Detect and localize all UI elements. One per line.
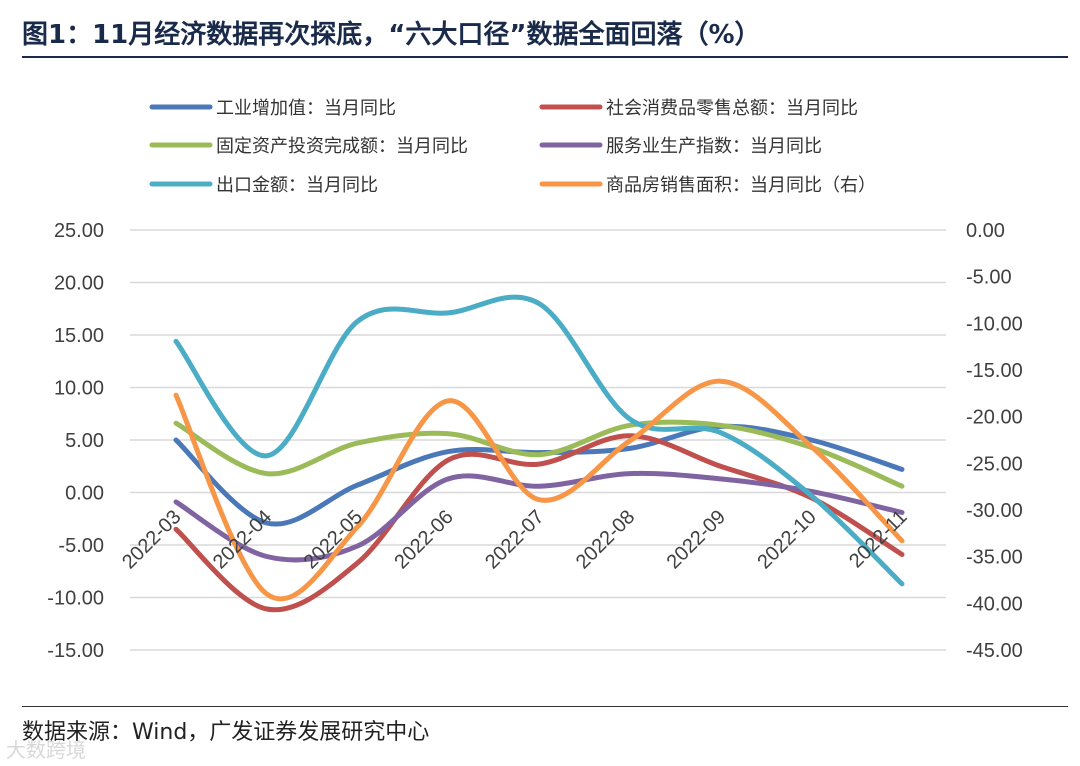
- source-note: 数据来源：Wind，广发证券发展研究中心: [22, 720, 430, 745]
- chart-title: 图1：11月经济数据再次探底，“六大口径”数据全面回落（%）: [22, 20, 761, 50]
- legend-label: 商品房销售面积：当月同比（右）: [606, 175, 876, 196]
- right-y-tick-label: -40.00: [966, 593, 1023, 615]
- watermark: 大数跨境: [6, 738, 86, 762]
- x-axis: 2022-03 2022-04 2022-05 2022-06 2022-07 2022-…: [118, 506, 911, 573]
- legend-label: 工业增加值：当月同比: [216, 98, 396, 119]
- right-y-axis: 0.00 -5.00 -10.00 -15.00 -20.00 -25.00 -30.00 -…: [966, 220, 1023, 662]
- legend-label: 服务业生产指数：当月同比: [606, 136, 822, 157]
- left-y-tick-label: 5.00: [65, 430, 104, 452]
- right-y-tick-label: -5.00: [966, 267, 1012, 289]
- right-y-tick-label: -20.00: [966, 407, 1023, 429]
- legend-item: 出口金额：当月同比: [149, 175, 378, 196]
- series-line-4: [173, 470, 905, 563]
- series-line-5: [173, 294, 905, 587]
- left-y-axis: 25.00 20.00 15.00 10.00 5.00 0.00 -5.00 -10.00 -…: [47, 220, 104, 662]
- right-y-tick-label: -30.00: [966, 500, 1023, 522]
- x-tick-label: 2022-09: [663, 506, 730, 573]
- chart-gridlines: [130, 229, 946, 651]
- series-lines: [173, 294, 905, 613]
- left-y-tick-label: -5.00: [58, 535, 104, 557]
- title-rule: [22, 56, 1068, 58]
- left-y-tick-label: 10.00: [54, 378, 104, 400]
- legend-item: 商品房销售面积：当月同比（右）: [539, 175, 876, 196]
- x-tick-label: 2022-08: [572, 506, 639, 573]
- x-tick-label: 2022-03: [118, 506, 185, 573]
- right-y-tick-label: -45.00: [966, 640, 1023, 662]
- legend-item: 社会消费品零售总额：当月同比: [539, 98, 858, 119]
- right-y-tick-label: 0.00: [966, 220, 1005, 242]
- left-y-tick-label: 20.00: [54, 273, 104, 295]
- legend-label: 社会消费品零售总额：当月同比: [606, 98, 858, 119]
- legend-item: 工业增加值：当月同比: [149, 98, 396, 119]
- left-y-tick-label: 15.00: [54, 325, 104, 347]
- left-y-tick-label: 0.00: [65, 483, 104, 505]
- right-y-tick-label: -25.00: [966, 453, 1023, 475]
- right-y-tick-label: -10.00: [966, 313, 1023, 335]
- x-tick-label: 2022-07: [481, 506, 548, 573]
- legend-item: 固定资产投资完成额：当月同比: [149, 136, 468, 157]
- series-line-6: [173, 378, 905, 602]
- legend-label: 固定资产投资完成额：当月同比: [216, 136, 468, 157]
- left-y-tick-label: 25.00: [54, 220, 104, 242]
- x-tick-label: 2022-10: [753, 506, 820, 573]
- series-line-3: [173, 419, 905, 489]
- legend-label: 出口金额：当月同比: [216, 175, 378, 196]
- right-y-tick-label: -15.00: [966, 360, 1023, 382]
- left-y-tick-label: -15.00: [47, 640, 104, 662]
- legend-item: 服务业生产指数：当月同比: [539, 136, 822, 157]
- left-y-tick-label: -10.00: [47, 588, 104, 610]
- right-y-tick-label: -35.00: [966, 547, 1023, 569]
- footer-rule: [22, 706, 1068, 707]
